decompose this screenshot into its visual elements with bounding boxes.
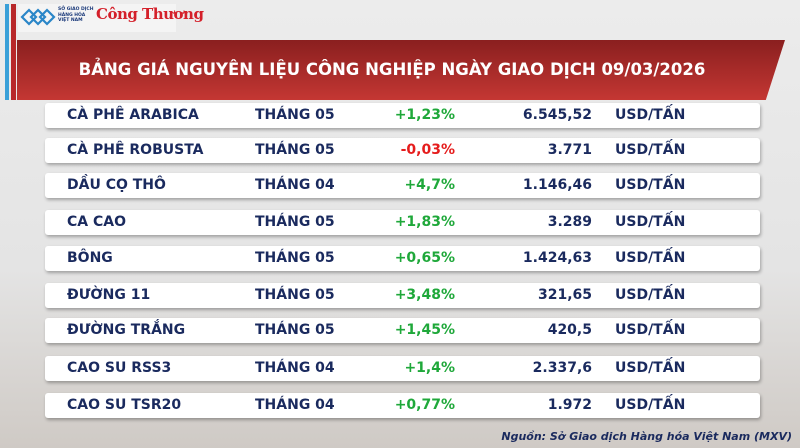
- commodity-name: CÀ PHÊ ARABICA: [67, 107, 199, 123]
- table-row: CAO SU TSR20 THÁNG 04 +0,77% 1.972 USD/TẤN: [45, 393, 760, 418]
- table-row: ĐƯỜNG 11 THÁNG 05 +3,48% 321,65 USD/TẤN: [45, 283, 760, 308]
- accent-bar-blue: [5, 4, 9, 100]
- table-row: BÔNG THÁNG 05 +0,65% 1.424,63 USD/TẤN: [45, 246, 760, 271]
- price-unit: USD/TẤN: [615, 177, 686, 193]
- contract-month: THÁNG 05: [255, 107, 335, 123]
- change-percent: +1,23%: [394, 107, 455, 123]
- commodity-name: CA CAO: [67, 214, 126, 230]
- contract-month: THÁNG 05: [255, 287, 335, 303]
- mxv-logo-icon: [20, 8, 56, 26]
- price-value: 420,5: [547, 322, 592, 338]
- price-unit: USD/TẤN: [615, 250, 686, 266]
- price-value: 321,65: [537, 287, 592, 303]
- commodity-name: ĐƯỜNG TRẮNG: [67, 322, 186, 338]
- price-value: 3.771: [547, 142, 592, 158]
- commodity-name: CÀ PHÊ ROBUSTA: [67, 142, 204, 158]
- price-unit: USD/TẤN: [615, 397, 686, 413]
- table-row: CÀ PHÊ ROBUSTA THÁNG 05 -0,03% 3.771 USD/TẤN: [45, 138, 760, 163]
- commodity-name: ĐƯỜNG 11: [67, 287, 151, 303]
- price-unit: USD/TẤN: [615, 287, 686, 303]
- commodity-name: BÔNG: [67, 250, 113, 266]
- change-percent: +3,48%: [394, 287, 455, 303]
- mxv-logo-text: SỞ GIAO DỊCH HÀNG HÓA VIỆT NAM: [58, 7, 94, 23]
- source-note: Nguồn: Sở Giao dịch Hàng hóa Việt Nam (M…: [501, 430, 792, 443]
- table-row: CÀ PHÊ ARABICA THÁNG 05 +1,23% 6.545,52 USD/…: [45, 103, 760, 128]
- change-percent: +4,7%: [404, 177, 455, 193]
- accent-bar-red: [11, 4, 16, 100]
- price-value: 1.972: [547, 397, 592, 413]
- change-percent: -0,03%: [400, 142, 455, 158]
- commodity-name: CAO SU TSR20: [67, 397, 182, 413]
- price-value: 6.545,52: [522, 107, 592, 123]
- congthuong-logo: Công Thương: [96, 5, 204, 23]
- change-percent: +1,83%: [394, 214, 455, 230]
- table-row: DẦU CỌ THÔ THÁNG 04 +4,7% 1.146,46 USD/TẤN: [45, 173, 760, 198]
- table-row: ĐƯỜNG TRẮNG THÁNG 05 +1,45% 420,5 USD/TẤN: [45, 318, 760, 343]
- commodity-name: CAO SU RSS3: [67, 360, 172, 376]
- change-percent: +0,65%: [394, 250, 455, 266]
- price-value: 2.337,6: [532, 360, 592, 376]
- price-value: 3.289: [547, 214, 592, 230]
- commodity-name: DẦU CỌ THÔ: [67, 177, 166, 193]
- contract-month: THÁNG 05: [255, 214, 335, 230]
- contract-month: THÁNG 04: [255, 177, 335, 193]
- price-value: 1.424,63: [522, 250, 592, 266]
- price-unit: USD/TẤN: [615, 142, 686, 158]
- contract-month: THÁNG 04: [255, 360, 335, 376]
- price-unit: USD/TẤN: [615, 360, 686, 376]
- contract-month: THÁNG 04: [255, 397, 335, 413]
- price-unit: USD/TẤN: [615, 322, 686, 338]
- table-row: CA CAO THÁNG 05 +1,83% 3.289 USD/TẤN: [45, 210, 760, 235]
- price-unit: USD/TẤN: [615, 214, 686, 230]
- price-unit: USD/TẤN: [615, 107, 686, 123]
- page-title: BẢNG GIÁ NGUYÊN LIỆU CÔNG NGHIỆP NGÀY GI…: [78, 60, 706, 79]
- contract-month: THÁNG 05: [255, 250, 335, 266]
- table-row: CAO SU RSS3 THÁNG 04 +1,4% 2.337,6 USD/TẤN: [45, 356, 760, 381]
- contract-month: THÁNG 05: [255, 322, 335, 338]
- contract-month: THÁNG 05: [255, 142, 335, 158]
- change-percent: +1,45%: [394, 322, 455, 338]
- change-percent: +1,4%: [404, 360, 455, 376]
- change-percent: +0,77%: [394, 397, 455, 413]
- title-banner: BẢNG GIÁ NGUYÊN LIỆU CÔNG NGHIỆP NGÀY GI…: [17, 40, 785, 100]
- price-value: 1.146,46: [522, 177, 592, 193]
